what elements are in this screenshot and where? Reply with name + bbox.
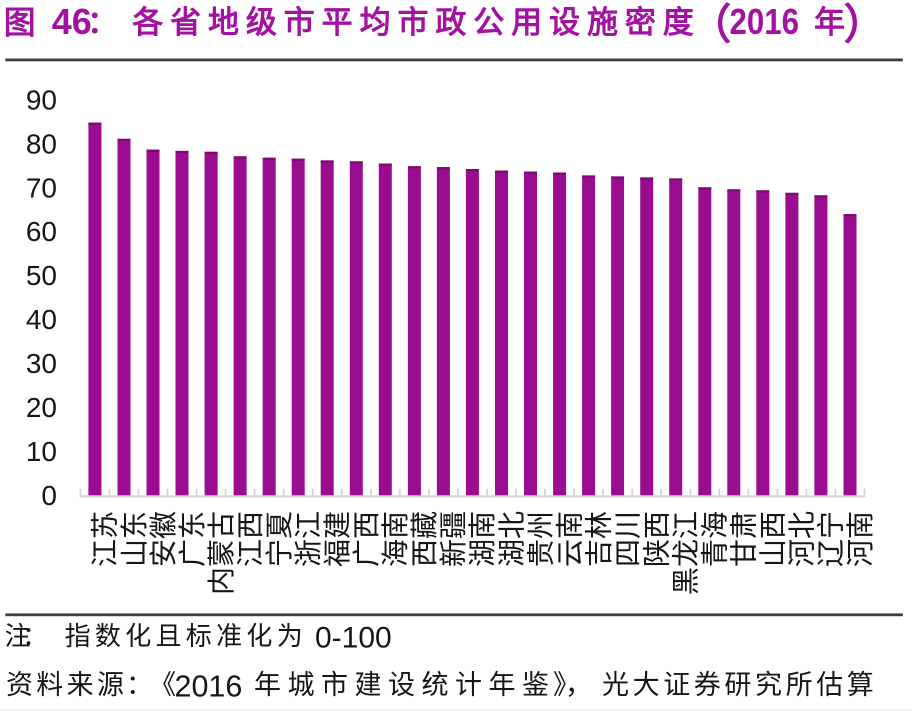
svg-text:江西: 江西 [235, 511, 266, 567]
svg-text:20: 20 [26, 392, 57, 423]
svg-text:年: 年 [814, 5, 845, 40]
svg-text:10: 10 [26, 436, 57, 467]
svg-text:云南: 云南 [554, 511, 585, 567]
svg-text:新疆: 新疆 [438, 511, 469, 567]
svg-text:山东: 山东 [119, 511, 150, 567]
svg-text:安徽: 安徽 [148, 511, 179, 567]
svg-text:70: 70 [26, 172, 57, 203]
svg-text:30: 30 [26, 348, 57, 379]
svg-text:：: ： [126, 670, 153, 700]
svg-text:甘肃: 甘肃 [729, 511, 760, 567]
svg-text:图: 图 [4, 4, 36, 40]
svg-text:50: 50 [26, 260, 57, 291]
svg-text:资料来源: 资料来源 [6, 670, 127, 700]
svg-text:宁夏: 宁夏 [264, 511, 295, 567]
svg-text:60: 60 [26, 216, 57, 247]
svg-text:湖北: 湖北 [496, 511, 527, 567]
svg-text:陕西: 陕西 [642, 511, 673, 567]
svg-text:光大证券研究所估算: 光大证券研究所估算 [602, 670, 877, 700]
svg-text:海南: 海南 [380, 511, 411, 567]
svg-text:2016: 2016 [730, 1, 800, 42]
svg-text:河南: 河南 [845, 511, 876, 567]
svg-text:0: 0 [41, 480, 57, 511]
svg-text:浙江: 浙江 [293, 511, 324, 567]
svg-text:《: 《 [149, 670, 176, 700]
svg-text:湖南: 湖南 [467, 511, 498, 567]
svg-text:80: 80 [26, 128, 57, 159]
svg-text:内蒙古: 内蒙古 [206, 511, 237, 595]
svg-text:指数化且标准化为: 指数化且标准化为 [65, 621, 307, 651]
svg-text:年城市建设统计年鉴: 年城市建设统计年鉴 [254, 670, 556, 700]
svg-text:46: 46 [52, 1, 92, 42]
svg-text:0-100: 0-100 [315, 621, 392, 654]
svg-text:山西: 山西 [758, 511, 789, 567]
svg-text:西藏: 西藏 [409, 511, 440, 567]
svg-text:：: ： [22, 621, 48, 651]
svg-text:》: 》 [553, 670, 580, 700]
svg-text:（: （ [690, 0, 732, 47]
svg-text:福建: 福建 [322, 511, 353, 567]
svg-text:）: ） [844, 0, 886, 47]
svg-text:各省地级市平均市政公用设施密度: 各省地级市平均市政公用设施密度 [131, 5, 701, 40]
svg-text:广东: 广东 [177, 511, 208, 567]
svg-text:广西: 广西 [351, 511, 382, 567]
svg-text:四川: 四川 [612, 511, 643, 567]
svg-text:90: 90 [26, 84, 57, 115]
svg-text:河北: 河北 [787, 511, 818, 567]
svg-text:40: 40 [26, 304, 57, 335]
svg-text:，: ， [565, 670, 592, 700]
svg-text:贵州: 贵州 [525, 511, 556, 567]
svg-text:2016: 2016 [175, 670, 243, 704]
svg-text:江苏: 江苏 [90, 511, 121, 567]
svg-text:青海: 青海 [700, 511, 731, 567]
svg-text:注: 注 [5, 621, 31, 651]
svg-text:黑龙江: 黑龙江 [671, 511, 702, 595]
svg-text:吉林: 吉林 [583, 511, 614, 567]
svg-text:：: ： [87, 5, 118, 40]
svg-text:辽宁: 辽宁 [816, 511, 847, 567]
